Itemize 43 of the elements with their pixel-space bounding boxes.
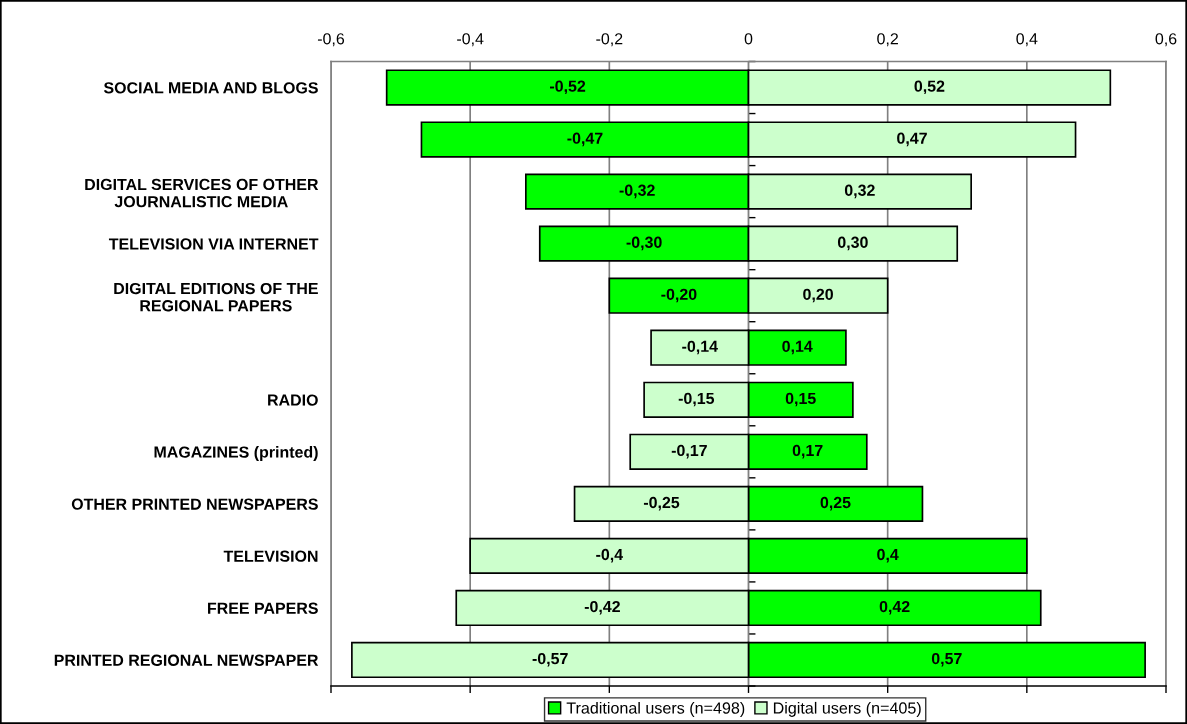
y-tick-label: MAGAZINES (printed) bbox=[154, 446, 318, 461]
x-tick-label: -0,4 bbox=[457, 33, 484, 47]
data-label: -0,52 bbox=[550, 80, 586, 95]
y-tick-label: SOCIAL MEDIA AND BLOGS bbox=[103, 82, 318, 94]
y-tick-label: RADIO bbox=[268, 394, 318, 406]
data-label: -0,42 bbox=[584, 600, 620, 615]
x-tick-label: -0,6 bbox=[317, 33, 345, 47]
data-label: 0,42 bbox=[879, 600, 910, 615]
y-tick-label: TELEVISION bbox=[223, 550, 318, 562]
legend-label: Traditional users (n=498) bbox=[566, 701, 745, 717]
y-tick-label: OTHER PRINTED NEWSPAPERS bbox=[71, 498, 318, 510]
data-label: -0,14 bbox=[682, 340, 718, 355]
data-label: 0,15 bbox=[785, 392, 816, 407]
data-label: -0,15 bbox=[678, 392, 715, 407]
data-label: 0,20 bbox=[803, 288, 833, 303]
data-label: -0,47 bbox=[567, 132, 603, 147]
data-label: -0,20 bbox=[661, 288, 697, 303]
data-label: -0,32 bbox=[619, 184, 655, 199]
x-tick-label: 0,2 bbox=[877, 33, 898, 47]
data-label: 0,30 bbox=[837, 236, 868, 251]
data-label: 0,14 bbox=[782, 340, 813, 355]
data-label: 0,4 bbox=[877, 548, 899, 563]
legend-label: Digital users (n=405) bbox=[773, 701, 921, 717]
y-tick-label: TELEVISION VIA INTERNET bbox=[108, 238, 319, 250]
data-label: 0,52 bbox=[914, 80, 945, 95]
data-label: 0,25 bbox=[820, 496, 851, 511]
data-label: -0,4 bbox=[596, 548, 624, 563]
y-tick-label: DIGITAL SERVICES OF OTHER JOURNALISTIC MEDIA bbox=[85, 178, 319, 208]
data-label: -0,30 bbox=[626, 236, 662, 251]
data-label: -0,17 bbox=[671, 444, 707, 459]
x-tick-label: 0,6 bbox=[1155, 33, 1177, 47]
x-tick-label: 0,4 bbox=[1016, 33, 1038, 47]
data-label: 0,57 bbox=[931, 652, 962, 667]
y-tick-label: FREE PAPERS bbox=[208, 602, 318, 614]
y-tick-label: PRINTED REGIONAL NEWSPAPER bbox=[54, 654, 319, 666]
data-label: -0,57 bbox=[532, 652, 568, 667]
x-tick-label: 0 bbox=[744, 33, 753, 45]
data-label: -0,25 bbox=[643, 496, 680, 511]
data-label: 0,32 bbox=[844, 184, 875, 199]
x-tick-label: -0,2 bbox=[596, 33, 623, 47]
y-tick-label: DIGITAL EDITIONS OF THE REGIONAL PAPERS bbox=[114, 282, 318, 312]
data-label: 0,47 bbox=[897, 132, 927, 147]
data-label: 0,17 bbox=[792, 444, 823, 459]
